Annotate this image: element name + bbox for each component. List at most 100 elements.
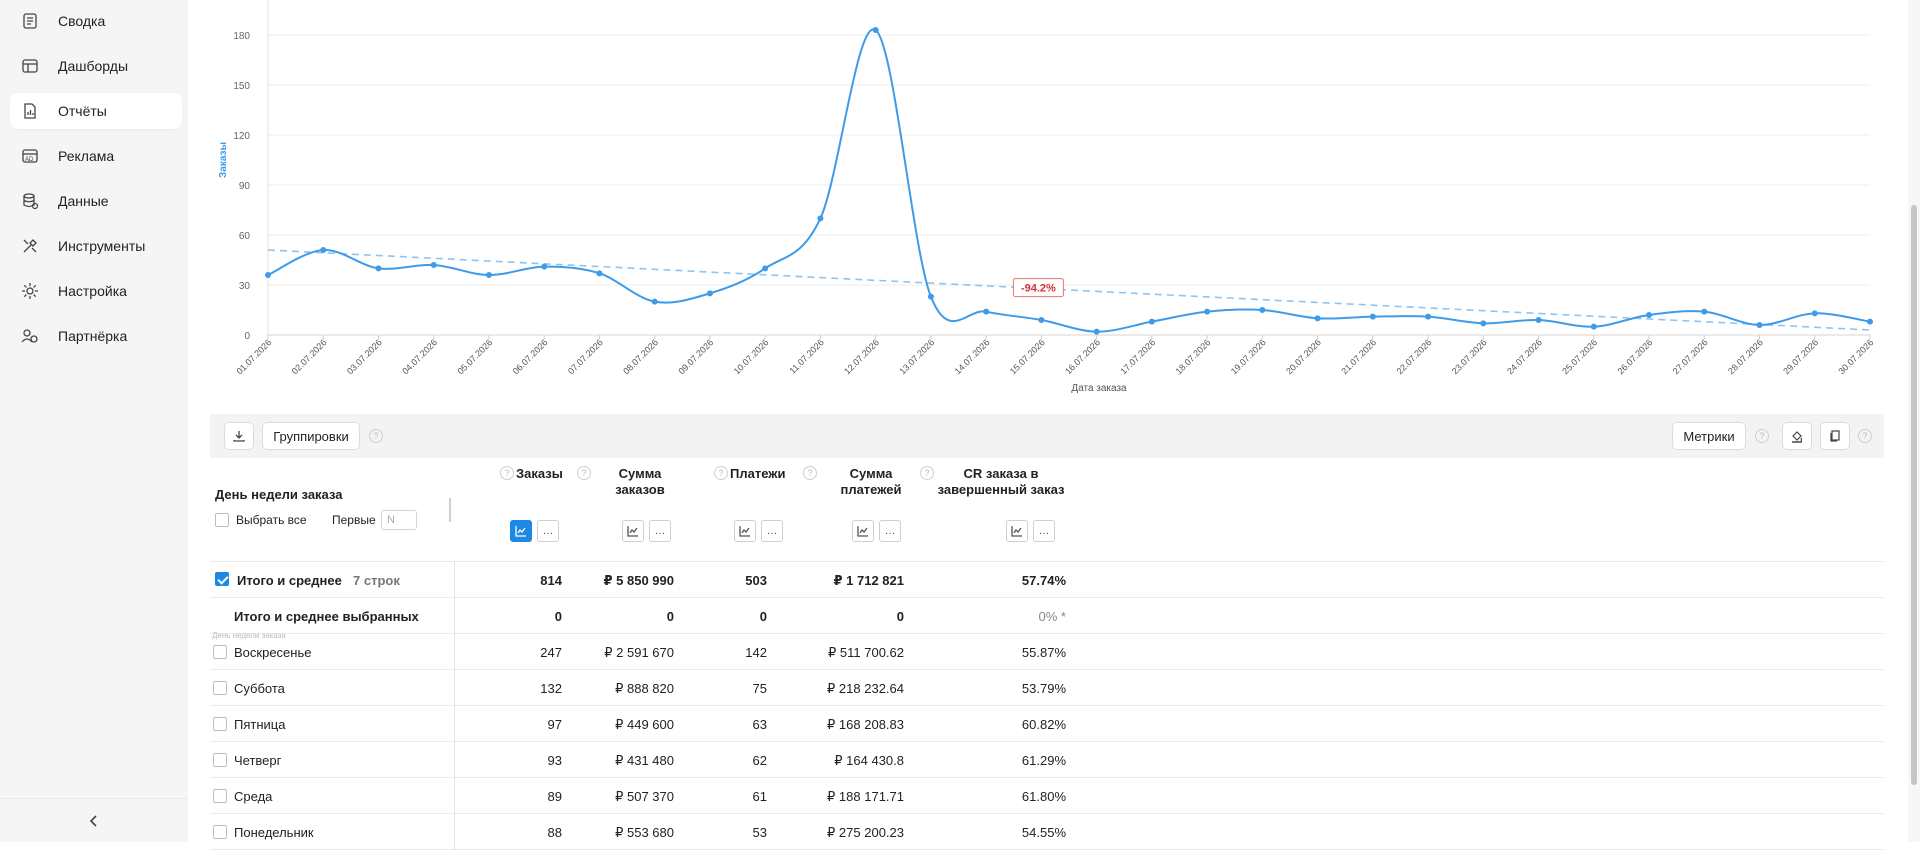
payments-help-icon[interactable]: ? — [714, 466, 728, 480]
cr-column-header[interactable]: CR заказа в завершенный заказ — [937, 466, 1065, 497]
cr-chart-toggle[interactable] — [1006, 520, 1028, 542]
sidebar-item-4[interactable]: Данные — [10, 183, 182, 219]
selected-orders: 0 — [554, 609, 562, 624]
x-tick-label: 16.07.2026 — [1063, 337, 1102, 376]
scrollbar-thumb[interactable] — [1911, 205, 1917, 785]
y-tick-label: 150 — [233, 81, 250, 92]
row-checkbox[interactable] — [213, 645, 227, 659]
sum-orders-more-button[interactable]: … — [649, 520, 671, 542]
groupings-button[interactable]: Группировки — [262, 422, 360, 450]
groupings-help-icon[interactable]: ? — [369, 429, 383, 443]
cell-cr: 61.80% — [1021, 789, 1066, 804]
sum-orders-chart-toggle[interactable] — [622, 520, 644, 542]
x-tick-label: 19.07.2026 — [1229, 337, 1268, 376]
x-tick-label: 27.07.2026 — [1671, 337, 1710, 376]
group-label-small: День недели заказа — [212, 631, 286, 640]
orders-chart-toggle[interactable] — [510, 520, 532, 542]
sidebar-item-7[interactable]: Партнёрка — [10, 318, 182, 354]
select-all[interactable]: Выбрать все — [215, 513, 307, 527]
x-tick-label: 04.07.2026 — [400, 337, 439, 376]
sum-payments-chart-toggle[interactable] — [852, 520, 874, 542]
total-payments: 503 — [745, 573, 767, 588]
sum-payments-help-icon[interactable]: ? — [803, 466, 817, 480]
sum-orders-help-icon[interactable]: ? — [577, 466, 591, 480]
row-checkbox[interactable] — [213, 825, 227, 839]
copy-button[interactable] — [1820, 422, 1850, 450]
orders-more-button[interactable]: … — [537, 520, 559, 542]
line-chart-icon — [1011, 526, 1022, 537]
y-axis-label: Заказы — [218, 142, 229, 178]
orders-help-icon[interactable]: ? — [500, 466, 514, 480]
row-checkbox[interactable] — [213, 681, 227, 695]
download-button[interactable] — [224, 422, 254, 450]
metrics-help-icon[interactable]: ? — [1755, 429, 1769, 443]
total-checkbox[interactable] — [215, 572, 229, 586]
cell-payments: 142 — [745, 645, 767, 660]
data-point — [872, 27, 879, 33]
data-point — [1038, 317, 1045, 323]
x-tick-label: 11.07.2026 — [787, 337, 825, 375]
payments-chart-toggle[interactable] — [734, 520, 756, 542]
data-point — [1535, 317, 1542, 323]
trend-label: -94.2% — [1021, 283, 1056, 295]
collapse-sidebar-button[interactable] — [0, 798, 188, 842]
data-point — [762, 265, 769, 272]
sidebar-item-1[interactable]: Дашборды — [10, 48, 182, 84]
row-checkbox[interactable] — [213, 753, 227, 767]
x-tick-label: 20.07.2026 — [1284, 337, 1323, 376]
orders-column-header[interactable]: Заказы — [516, 466, 563, 481]
cell-orders: 93 — [547, 753, 562, 768]
row-checkbox[interactable] — [213, 717, 227, 731]
data-point — [1204, 308, 1211, 315]
cell-cr: 54.55% — [1021, 825, 1066, 840]
sum-orders-column-header[interactable]: Сумма заказов — [615, 466, 665, 497]
sidebar-item-2[interactable]: Отчёты — [10, 93, 182, 129]
column-divider — [454, 634, 455, 670]
y-tick-label: 90 — [239, 181, 251, 192]
table-row: Понедельник 88 ₽ 553 680 53 ₽ 275 200.23 54.5… — [210, 814, 1884, 850]
sidebar-item-label: Данные — [58, 193, 109, 209]
data-point — [1646, 312, 1653, 318]
column-resizer[interactable] — [449, 498, 451, 522]
cell-payments: 61 — [752, 789, 767, 804]
cell-sum-payments: ₽ 511 700.62 — [828, 645, 904, 660]
cr-help-icon[interactable]: ? — [920, 466, 934, 480]
data-point — [706, 290, 713, 297]
column-divider — [454, 742, 455, 778]
sidebar-item-6[interactable]: Настройка — [10, 273, 182, 309]
payments-more-button[interactable]: … — [761, 520, 783, 542]
x-tick-label: 01.07.2026 — [234, 337, 273, 376]
y-tick-label: 60 — [239, 231, 251, 242]
row-name: Воскресенье — [234, 645, 312, 660]
x-tick-label: 24.07.2026 — [1505, 337, 1544, 376]
sidebar-item-label: Партнёрка — [58, 328, 128, 344]
cell-orders: 97 — [547, 717, 562, 732]
copy-help-icon[interactable]: ? — [1858, 429, 1872, 443]
cell-sum-orders: ₽ 888 820 — [615, 681, 674, 696]
sidebar-item-0[interactable]: Сводка — [10, 3, 182, 39]
selected-cr: 0% * — [1038, 609, 1066, 624]
cell-payments: 53 — [752, 825, 767, 840]
sum-payments-more-button[interactable]: … — [879, 520, 901, 542]
tools-icon — [20, 236, 40, 256]
orders-chart: 0 30 60 90 120 150 180 Заказы 01.07.2026 02.07.20… — [188, 0, 1888, 400]
gear-icon — [20, 281, 40, 301]
vertical-scrollbar[interactable] — [1908, 0, 1920, 842]
metrics-button[interactable]: Метрики — [1672, 422, 1746, 450]
payments-column-header[interactable]: Платежи — [730, 466, 786, 481]
sidebar-item-3[interactable]: AD Реклама — [10, 138, 182, 174]
x-tick-label: 10.07.2026 — [732, 337, 771, 376]
sum-payments-column-header[interactable]: Сумма платежей — [840, 466, 902, 497]
select-all-checkbox[interactable] — [215, 513, 229, 527]
sidebar-item-5[interactable]: Инструменты — [10, 228, 182, 264]
cell-cr: 53.79% — [1021, 681, 1066, 696]
x-tick-label: 21.07.2026 — [1339, 337, 1378, 376]
first-n-input[interactable]: N — [381, 510, 417, 530]
x-tick-label: 05.07.2026 — [455, 337, 494, 376]
x-tick-label: 29.07.2026 — [1781, 337, 1820, 376]
x-tick-label: 30.07.2026 — [1836, 337, 1875, 376]
cr-more-button[interactable]: … — [1033, 520, 1055, 542]
row-checkbox[interactable] — [213, 789, 227, 803]
fill-button[interactable] — [1782, 422, 1812, 450]
x-tick-label: 09.07.2026 — [676, 337, 715, 376]
